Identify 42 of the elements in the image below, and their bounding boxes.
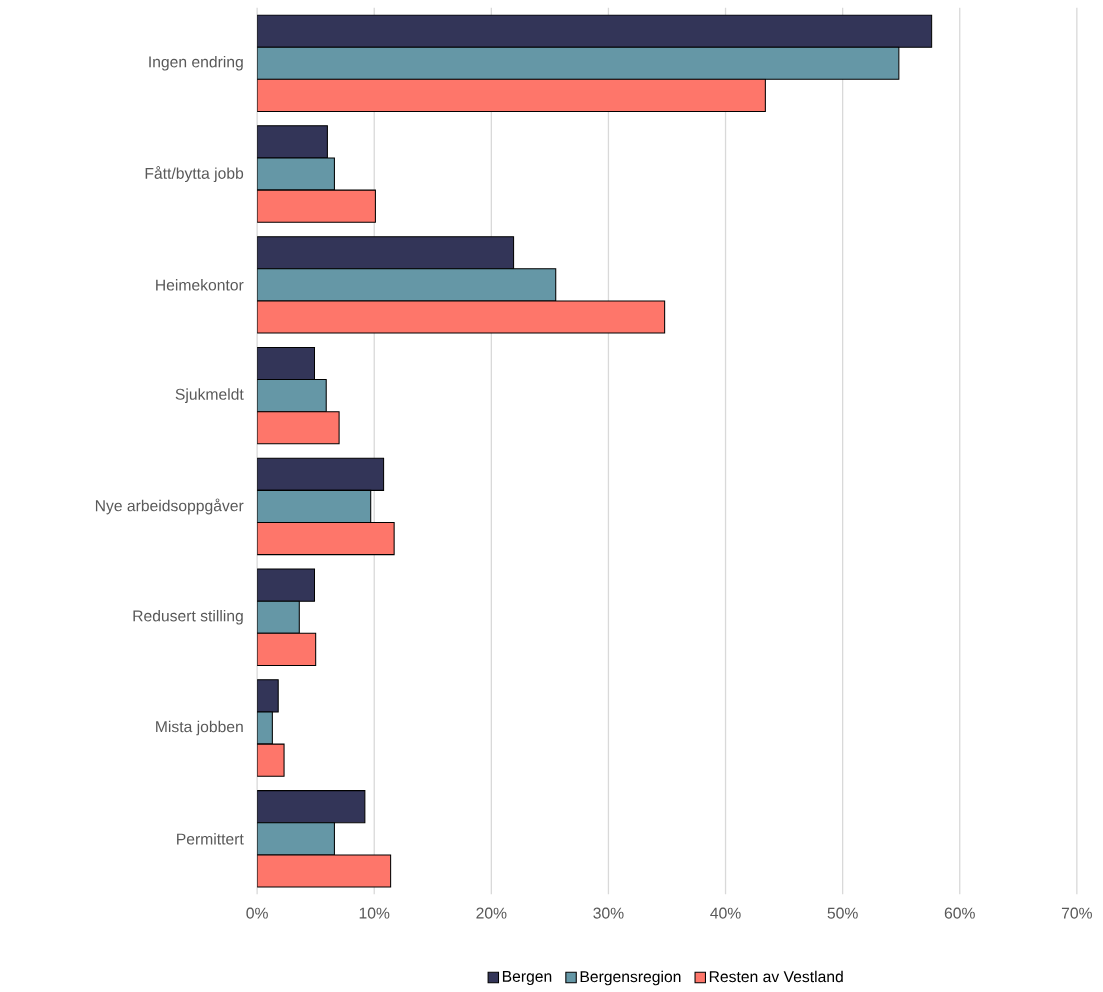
- x-tick-label: 10%: [359, 907, 390, 919]
- x-tick-label: 20%: [476, 907, 507, 919]
- bar: [257, 78, 766, 112]
- bar: [257, 235, 515, 270]
- bar: [257, 378, 327, 413]
- bar: [257, 600, 300, 634]
- bar: [257, 854, 392, 888]
- legend-label: Bergensregion: [580, 970, 681, 986]
- x-tick-label: 70%: [1061, 907, 1092, 919]
- y-tick-label: Sjukmeldt: [175, 388, 244, 403]
- bar: [257, 457, 385, 491]
- y-tick-label: Ingen endring: [149, 55, 243, 71]
- bar: [257, 632, 317, 666]
- bar: [257, 14, 933, 48]
- y-tick-label: Mista jobben: [156, 720, 243, 736]
- y-tick-label: Permittert: [177, 832, 244, 845]
- legend-label: Bergen: [502, 970, 552, 985]
- y-tick-label: Redusert stilling: [133, 609, 243, 625]
- bar: [257, 679, 279, 713]
- x-tick-label: 0%: [246, 907, 268, 919]
- x-tick-label: 40%: [710, 907, 741, 919]
- bar: [257, 789, 366, 824]
- bar: [257, 189, 376, 223]
- bar: [257, 46, 900, 80]
- bar: [257, 346, 316, 380]
- bar: [257, 568, 316, 602]
- legend-label: Resten av Vestland: [709, 970, 843, 983]
- bar: [257, 300, 666, 334]
- y-tick-label: Nye arbeidsoppgåver: [95, 498, 244, 515]
- y-tick-label: Fått/bytta jobb: [145, 165, 244, 182]
- y-tick-label: Heimekontor: [156, 278, 244, 291]
- x-tick-label: 60%: [944, 907, 975, 919]
- x-tick-label: 30%: [593, 907, 624, 919]
- bar: [257, 743, 285, 777]
- bar: [257, 268, 557, 302]
- bar: [257, 411, 340, 445]
- x-tick-label: 50%: [827, 907, 858, 919]
- bar: [257, 489, 372, 523]
- bar: [257, 521, 395, 556]
- bar: [257, 822, 335, 856]
- bar: [257, 157, 335, 191]
- bar: [257, 125, 328, 159]
